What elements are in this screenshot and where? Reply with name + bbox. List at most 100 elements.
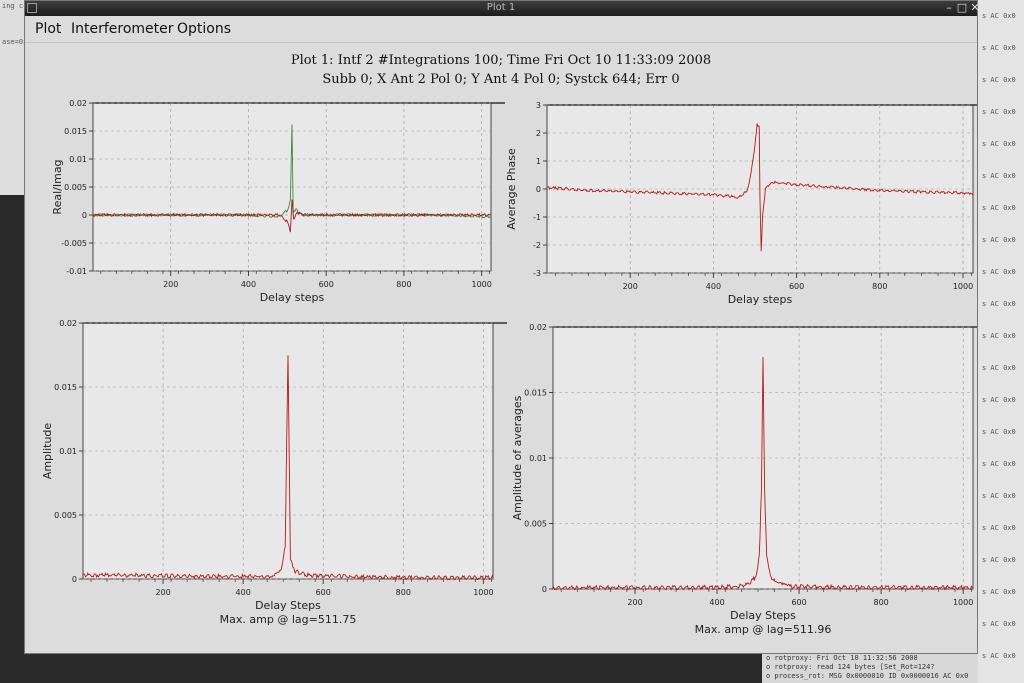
y-tick-label: 0 <box>72 575 77 584</box>
x-tick-label: 200 <box>623 282 638 291</box>
plots-canvas: 200 400 600 800 1000-0.01-0.00500.0050.010.0… <box>41 99 977 636</box>
chart-top-right: 200 400 600 800 1000 -3 -2 -1 0 1 2 3 Delay steps Ave… <box>505 101 977 306</box>
chart-bottom-left: 200 400 600 800 1000 0 0.005 0.01 0.015 0.02 Delay… <box>41 319 507 626</box>
series-line-1 <box>92 199 492 233</box>
max-amp-caption: Max. amp @ lag=511.96 <box>695 623 832 636</box>
x-tick-label: 600 <box>319 280 334 289</box>
x-tick-label: 200 <box>163 280 178 289</box>
y-tick-label: 0.02 <box>59 319 77 328</box>
x-tick-label: 800 <box>873 598 888 607</box>
menu-bar: Plot Interferometer Options <box>25 16 977 43</box>
terminal-line: s AC 0x0 <box>982 140 1016 148</box>
x-tick-label: 1000 <box>953 598 973 607</box>
y-tick-label: -3 <box>533 269 541 278</box>
y-tick-label: 0.01 <box>59 447 77 456</box>
y-tick-label: 0.02 <box>529 323 547 332</box>
y-tick-label: 0.01 <box>69 155 87 164</box>
chart-top-left: 200 400 600 800 1000 -0.01 -0.005 0 0.005 0.01 0.0… <box>51 99 505 304</box>
terminal-line: s AC 0x0 <box>982 268 1016 276</box>
y-tick-label: 2 <box>536 129 541 138</box>
x-tick-label: 400 <box>236 588 251 597</box>
terminal-line: s AC 0x0 <box>982 620 1016 628</box>
y-tick-label: 0.01 <box>529 454 547 463</box>
y-tick-label: -0.01 <box>66 267 87 276</box>
terminal-line: s AC 0x0 <box>982 204 1016 212</box>
y-tick-label: 1 <box>536 157 541 166</box>
series-line-0 <box>546 123 974 252</box>
menu-options[interactable]: Options <box>177 21 232 37</box>
terminal-line: s AC 0x0 <box>982 524 1016 532</box>
y-axis-label: Amplitude of averages <box>511 395 524 520</box>
close-button[interactable]: ✕ <box>970 1 980 14</box>
terminal-line: s AC 0x0 <box>982 460 1016 468</box>
terminal-line: s AC 0x0 <box>982 396 1016 404</box>
x-tick-label: 600 <box>789 282 804 291</box>
x-tick-label: 1000 <box>473 588 493 597</box>
y-tick-label: 0.015 <box>524 389 547 398</box>
x-tick-label: 400 <box>241 280 256 289</box>
terminal-line: s AC 0x0 <box>982 44 1016 52</box>
terminal-line: s AC 0x0 <box>982 172 1016 180</box>
window-titlebar[interactable]: Plot 1 – □ ✕ <box>25 1 980 16</box>
y-axis-label: Amplitude <box>41 423 54 480</box>
x-axis-label: Delay steps <box>728 293 793 306</box>
x-tick-label: 200 <box>155 588 170 597</box>
background-window-left: ing cc ase=0x <box>0 0 26 195</box>
x-axis-label: Delay Steps <box>730 609 796 622</box>
x-tick-label: 1000 <box>953 282 973 291</box>
terminal-line: s AC 0x0 <box>982 588 1016 596</box>
y-tick-label: 0.005 <box>54 511 77 520</box>
x-tick-label: 800 <box>396 280 411 289</box>
terminal-line: s AC 0x0 <box>982 556 1016 564</box>
terminal-line: o process_rot: MSG 0x0000010 ID 0x000001… <box>766 672 969 680</box>
plot-header-line-1: Plot 1: Intf 2 #Integrations 100; Time F… <box>290 53 712 68</box>
max-amp-caption: Max. amp @ lag=511.75 <box>220 613 357 626</box>
menu-interferometer[interactable]: Interferometer <box>71 21 174 37</box>
y-tick-label: 3 <box>536 101 541 110</box>
y-tick-label: 0 <box>82 211 87 220</box>
plot-window: Plot 1 – □ ✕ Plot Interferometer Options… <box>24 0 980 654</box>
series-line-0 <box>82 355 494 581</box>
x-axis-label: Delay Steps <box>255 599 321 612</box>
terminal-line: s AC 0x0 <box>982 332 1016 340</box>
x-tick-label: 600 <box>316 588 331 597</box>
series-line-0 <box>552 356 974 591</box>
x-axis-label: Delay steps <box>260 291 325 304</box>
background-terminal-right: s AC 0x0 s AC 0x0 s AC 0x0 s AC 0x0 s AC 0x0… <box>978 0 1024 683</box>
y-tick-label: 0 <box>542 585 547 594</box>
window-title: Plot 1 <box>486 2 516 13</box>
y-tick-label: 0.015 <box>54 383 77 392</box>
terminal-line: o rotproxy: read 124 bytes [Set_Rot=124? <box>766 663 935 671</box>
y-tick-label: 0 <box>536 185 541 194</box>
terminal-line: s AC 0x0 <box>982 652 1016 660</box>
terminal-line: o rotproxy: Fri Oct 10 11:32:56 2008 <box>766 654 918 662</box>
x-tick-label: 200 <box>627 598 642 607</box>
y-tick-label: 0.005 <box>524 520 547 529</box>
terminal-line: s AC 0x0 <box>982 12 1016 20</box>
terminal-line: s AC 0x0 <box>982 492 1016 500</box>
y-tick-label: 0.015 <box>64 127 87 136</box>
y-axis-label: Real/Imag <box>51 159 64 214</box>
terminal-line: s AC 0x0 <box>982 428 1016 436</box>
plot-header: Plot 1: Intf 2 #Integrations 100; Time F… <box>25 51 977 89</box>
y-tick-label: -1 <box>533 213 541 222</box>
background-terminal-bottom: o rotproxy: Fri Oct 10 11:32:56 2008 o r… <box>762 654 978 683</box>
terminal-line: s AC 0x0 <box>982 236 1016 244</box>
y-tick-label: 0.02 <box>69 99 87 108</box>
y-tick-label: -0.005 <box>61 239 87 248</box>
minimize-button[interactable]: – <box>946 1 952 14</box>
terminal-line: s AC 0x0 <box>982 300 1016 308</box>
x-tick-label: 800 <box>396 588 411 597</box>
chart-bottom-right: 200 400 600 800 1000 0 0.005 0.01 0.015 0.02 Delay… <box>511 323 977 636</box>
maximize-button[interactable]: □ <box>956 1 968 14</box>
window-menu-icon[interactable] <box>27 3 37 13</box>
x-tick-label: 1000 <box>471 280 491 289</box>
terminal-line: s AC 0x0 <box>982 108 1016 116</box>
x-tick-label: 800 <box>872 282 887 291</box>
menu-plot[interactable]: Plot <box>35 21 62 37</box>
x-tick-label: 400 <box>709 598 724 607</box>
y-tick-label: -2 <box>533 241 541 250</box>
y-tick-label: 0.005 <box>64 183 87 192</box>
plot-header-line-2: Subb 0; X Ant 2 Pol 0; Y Ant 4 Pol 0; Sy… <box>322 72 680 87</box>
bg-left-line: ing cc <box>2 2 26 10</box>
